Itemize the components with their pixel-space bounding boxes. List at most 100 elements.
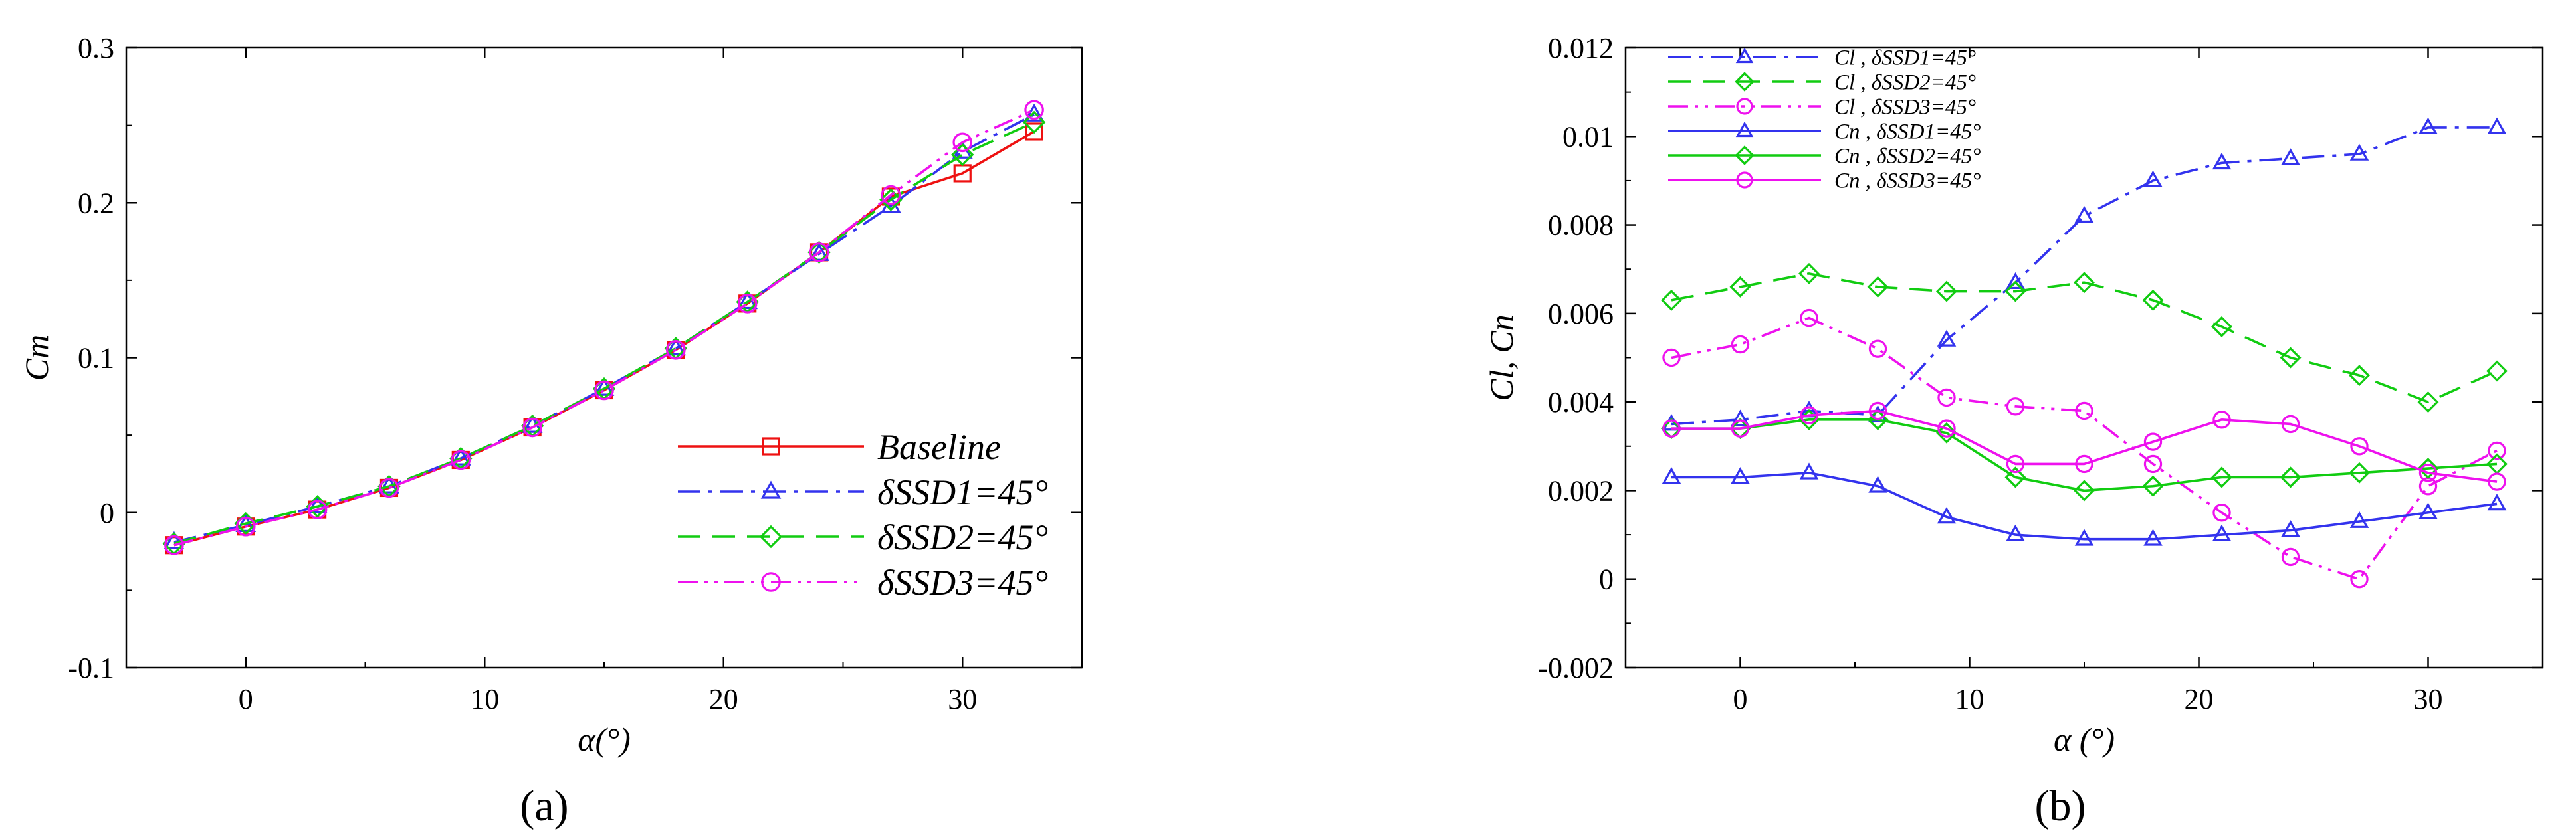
data-point [2281,415,2300,434]
data-point [1868,401,1887,420]
data-point [2143,170,2163,187]
data-point [1731,335,1750,354]
caption: (b) [2035,782,2086,830]
data-point [2349,511,2369,528]
data-point [1024,100,1044,120]
data-point [1729,418,1751,440]
x-tick-label: 20 [709,683,738,715]
data-point [2073,480,2095,502]
data-point [1937,419,1956,438]
data-point [2488,472,2506,491]
data-point [1937,388,1956,407]
y-tick-label: 0.2 [78,187,114,219]
legend-marker [1735,121,1754,138]
data-point [2004,280,2026,302]
legend-label: Cn , δSSD3=45° [1834,169,1981,193]
data-point [2074,205,2094,223]
data-point [2418,464,2438,482]
data-point [807,240,831,264]
data-point [1660,418,1683,440]
data-point [2418,117,2438,134]
data-point [2075,401,2093,420]
x-tick-label: 30 [948,683,977,715]
data-point [2212,504,2231,522]
legend-label: δSSD2=45° [877,517,1048,557]
data-point [2487,494,2507,511]
data-point [2488,441,2506,460]
legend-label: Baseline [877,427,1001,467]
data-point [2281,547,2300,567]
chart-b: 0 10 20 30 -0.002 0 0.002 0.004 0.006 0.008 0.01 0.… [1483,32,2544,830]
data-point [665,337,687,356]
data-point [2212,411,2231,429]
legend: Cl , δSSD1=45°Cl , δSSD2=45°Cl , δSSD3=4… [1668,46,1981,193]
series-line [1671,316,2498,581]
y-tick-label: 0 [100,497,114,529]
data-point [2417,458,2439,480]
data-point [2143,529,2163,546]
data-point [2280,347,2302,369]
legend-marker [762,437,780,456]
legend-label: δSSD1=45° [877,472,1048,512]
data-point [2004,466,2026,488]
data-point [235,516,256,537]
data-point [2349,143,2369,161]
data-point [1937,329,1957,347]
legend-marker [1735,72,1755,92]
data-point [809,242,829,261]
data-point [2348,462,2371,484]
data-point [950,143,974,167]
y-tick-label: 0.01 [1562,120,1614,153]
x-tick-label: 30 [2414,683,2443,715]
y-tick-label: 0.012 [1548,32,1614,64]
x-tick-label: 0 [239,683,253,715]
y-tick-label: 0.1 [78,342,114,375]
data-point [1868,339,1887,358]
data-point [1731,419,1750,438]
legend-marker [1736,98,1753,115]
data-point [450,447,471,466]
legend-marker [759,525,783,549]
data-point [2006,272,2025,290]
data-point [2073,272,2095,294]
data-point [1800,308,1818,327]
x-tick-label: 0 [1733,683,1748,715]
data-point [1937,507,1957,524]
series-line [1671,409,2498,483]
y-tick-label: 0.008 [1548,209,1614,242]
legend-label: Cn , δSSD1=45° [1834,120,1981,144]
data-point [952,132,973,153]
data-point [737,294,758,314]
data-point [451,450,471,470]
data-point [1800,406,1818,424]
data-point [1023,103,1045,122]
legend-label: Cl , δSSD3=45° [1834,96,1976,120]
y-tick-label: -0.1 [68,652,114,684]
legend: Baseline δSSD1=45° δSSD2=45° δSSD3=45° [678,427,1048,603]
data-point [2418,502,2438,519]
series-line [173,121,1035,545]
data-point [666,340,686,360]
data-point [2212,152,2232,170]
series-4 [1662,462,2507,546]
data-point [1662,419,1681,438]
legend-label: δSSD3=45° [877,563,1048,603]
x-tick-label: 10 [1955,683,1985,715]
data-point [1729,276,1751,298]
legend-label: Cn , δSSD2=45° [1834,145,1981,169]
data-point [163,531,185,549]
series-line [173,108,1035,547]
data-point [2281,520,2300,537]
data-point [522,417,542,438]
y-tick-label: 0.004 [1548,386,1614,418]
legend-marker [1736,171,1753,189]
data-point [2006,397,2025,416]
chart-a: 0 10 20 30 -0.1 0 0.1 0.2 0.3 α(°) Cm Baseline δSSD1… [18,32,1083,830]
series-line [1671,471,2498,541]
data-point [2280,466,2302,488]
data-point [2417,391,2439,413]
x-axis-label: α(°) [578,721,631,758]
data-point [809,242,829,262]
data-point [1731,409,1750,426]
